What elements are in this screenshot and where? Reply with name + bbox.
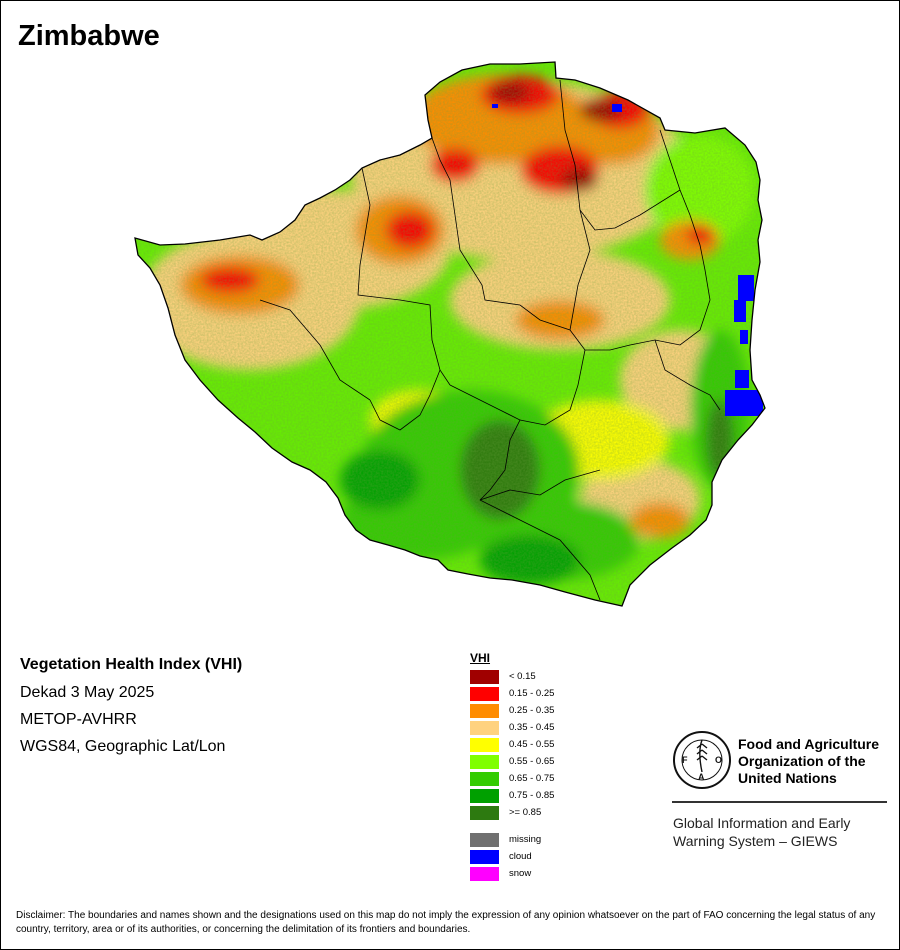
sensor-label: METOP-AVHRR [20,711,137,728]
legend-item: cloud [470,848,554,865]
fao-emblem-icon: F O A [673,731,731,789]
legend-classes: < 0.15 0.15 - 0.25 0.25 - 0.35 0.35 - 0.45 0… [470,668,554,821]
fao-organization-name: Food and Agriculture Organization of the… [738,736,880,786]
legend-item: 0.45 - 0.55 [470,736,554,753]
legend-swatch [470,703,499,718]
legend-swatch [470,669,499,684]
legend-label: snow [509,868,532,879]
legend-label: cloud [509,851,532,862]
product-title: Vegetation Health Index (VHI) [20,656,243,673]
vhi-map [134,61,766,607]
legend-title: VHI [470,651,491,665]
legend-swatch [470,754,499,769]
cloud-patches [492,104,763,416]
vhi-legend: VHI < 0.15 0.15 - 0.25 0.25 - 0.35 0.35 - 0… [470,651,554,882]
giews-name: Global Information and Early Warning Sys… [673,815,851,849]
fao-letter-a: A [698,772,705,782]
legend-swatch [470,832,499,847]
map-info: Vegetation Health Index (VHI) Dekad 3 Ma… [20,656,242,765]
projection-label: WGS84, Geographic Lat/Lon [20,738,226,755]
legend-label: 0.45 - 0.55 [509,739,555,750]
legend-label: 0.25 - 0.35 [509,705,555,716]
legend-item: 0.65 - 0.75 [470,770,554,787]
legend-item: snow [470,865,554,882]
legend-item: >= 0.85 [470,804,554,821]
dekad-label: Dekad 3 May 2025 [20,684,155,701]
fao-letter-f: F [682,755,688,765]
legend-label: 0.55 - 0.65 [509,756,555,767]
legend-label: < 0.15 [509,671,536,682]
legend-swatch [470,737,499,752]
map-title: Zimbabwe [18,20,160,52]
fao-letter-o: O [715,755,722,765]
legend-item: 0.25 - 0.35 [470,702,554,719]
legend-label: 0.65 - 0.75 [509,773,555,784]
legend-swatch [470,849,499,864]
legend-swatch [470,788,499,803]
vhi-raster [135,62,765,606]
legend-label: >= 0.85 [509,807,542,818]
legend-label: 0.35 - 0.45 [509,722,555,733]
legend-item: missing [470,831,554,848]
legend-label: 0.15 - 0.25 [509,688,555,699]
legend-swatch [470,720,499,735]
legend-item: < 0.15 [470,668,554,685]
legend-swatch [470,805,499,820]
disclaimer: Disclaimer: The boundaries and names sho… [16,910,876,935]
legend-item: 0.75 - 0.85 [470,787,554,804]
legend-swatch [470,686,499,701]
legend-item: 0.55 - 0.65 [470,753,554,770]
province-boundaries [259,79,721,601]
legend-other: missing cloud snow [470,831,554,882]
logo-divider [672,801,887,803]
legend-item: 0.35 - 0.45 [470,719,554,736]
legend-label: missing [509,834,542,845]
legend-item: 0.15 - 0.25 [470,685,554,702]
legend-swatch [470,866,499,881]
legend-swatch [470,771,499,786]
legend-label: 0.75 - 0.85 [509,790,555,801]
